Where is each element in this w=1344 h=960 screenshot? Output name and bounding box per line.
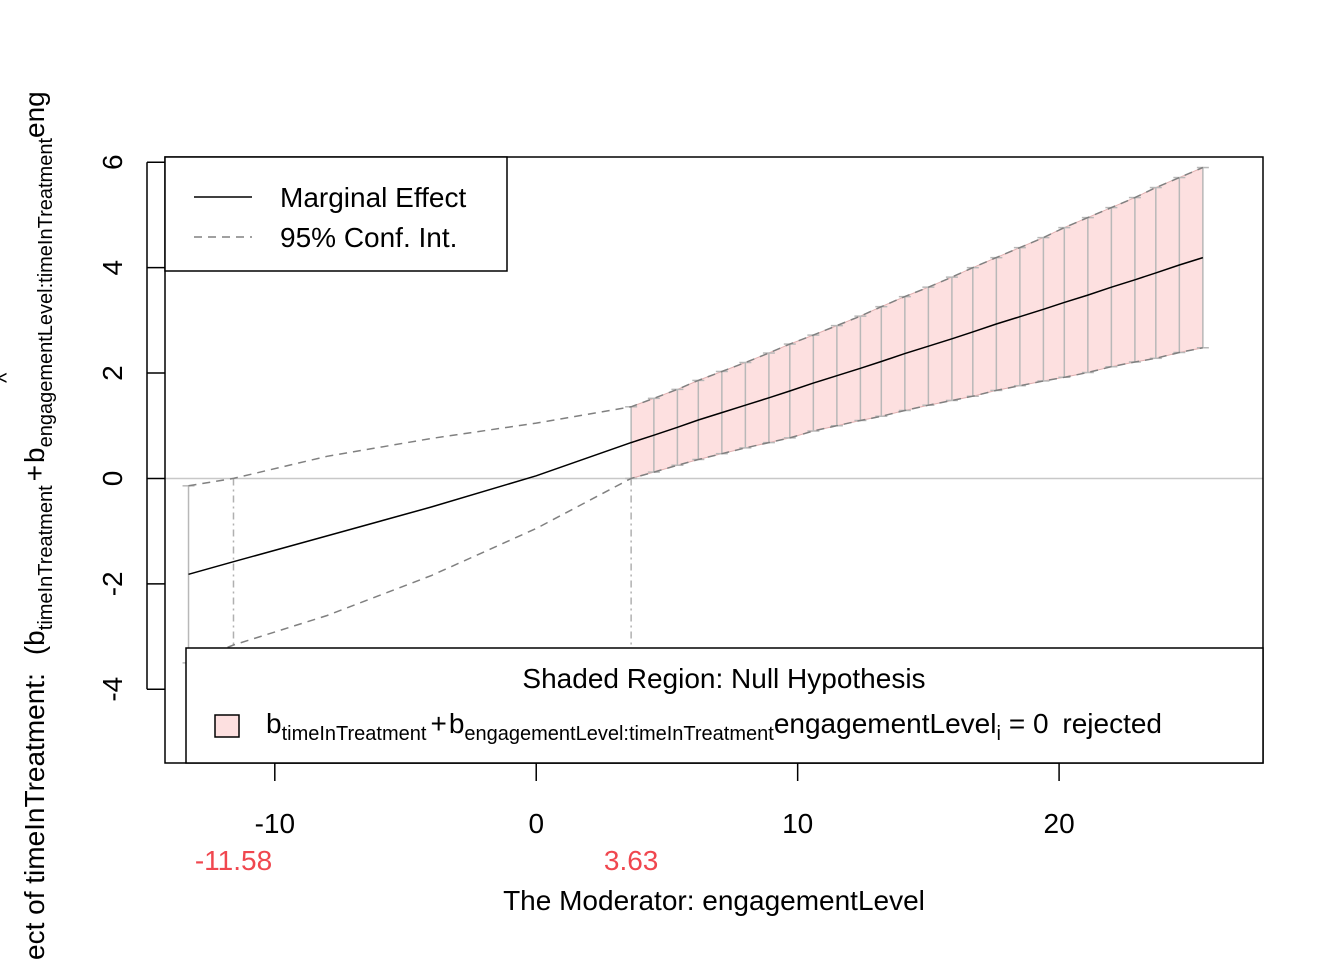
y-axis-label-hat: ^ — [0, 372, 19, 383]
y-tick-label: -2 — [97, 571, 128, 596]
formula-term: engagementLevel — [774, 708, 997, 739]
formula-b1: b — [266, 708, 282, 739]
legend-entry-marginal-effect: Marginal Effect — [280, 182, 466, 213]
y-axis-label-plus: + — [19, 465, 50, 481]
formula-eq: = 0 — [1009, 708, 1049, 739]
y-axis-label-sub1: timeInTreatment — [35, 485, 57, 630]
crossover-labels: -11.58 3.63 — [195, 845, 659, 876]
formula-sub3: i — [996, 723, 1000, 745]
y-axis-label-b2: b — [19, 447, 50, 463]
formula-plus: + — [430, 708, 446, 739]
x-axis-label: The Moderator: engagementLevel — [503, 885, 925, 916]
y-tick-label: 2 — [97, 365, 128, 381]
data-marks — [182, 166, 1209, 763]
y-axis-label-tail: eng — [19, 91, 50, 138]
y-axis-label-main: ect of timeInTreatment: — [19, 673, 50, 960]
shaded-rejection-region — [630, 166, 1204, 480]
x-tick-label: -10 — [255, 808, 295, 839]
x-tick-label: 10 — [782, 808, 813, 839]
formula-tail: rejected — [1055, 708, 1162, 739]
y-axis-label: ect of timeInTreatment:(btimeInTreatment… — [19, 91, 57, 960]
formula-sub2: engagementLevel:timeInTreatment — [464, 723, 774, 745]
y-tick-label: 4 — [97, 260, 128, 276]
crossover-label-1: -11.58 — [195, 845, 272, 876]
legend-shade-swatch — [214, 714, 240, 738]
legend-bottom-formula: btimeInTreatment +bengagementLevel:timeIn… — [266, 708, 1162, 745]
y-axis-label-sub2: engagementLevel:timeInTreatment — [35, 138, 57, 448]
ci-upper-line — [188, 166, 1204, 487]
y-axis-label-open: ( — [19, 645, 50, 655]
legend-bottom: Shaded Region: Null Hypothesis btimeInTr… — [185, 647, 1264, 764]
y-tick-label: 6 — [97, 154, 128, 170]
y-axis-label-b: b — [19, 630, 50, 646]
legend-bottom-title: Shaded Region: Null Hypothesis — [522, 663, 925, 694]
x-axis: -10 0 10 20 — [255, 762, 1075, 839]
y-tick-label: 0 — [97, 471, 128, 487]
x-tick-label: 20 — [1044, 808, 1075, 839]
y-axis: -4 -2 0 2 4 6 — [97, 154, 165, 702]
legend-top: Marginal Effect 95% Conf. Int. — [164, 156, 508, 272]
crossover-label-2: 3.63 — [604, 845, 659, 876]
legend-top-box — [164, 156, 508, 272]
legend-entry-conf-int: 95% Conf. Int. — [280, 222, 457, 253]
formula-b2: b — [449, 708, 465, 739]
x-tick-label: 0 — [528, 808, 544, 839]
marginal-effect-line — [188, 256, 1204, 576]
y-tick-label: -4 — [97, 677, 128, 702]
ci-lower-line — [188, 347, 1204, 664]
legend-bottom-box — [185, 647, 1264, 764]
formula-sub1: timeInTreatment — [282, 723, 427, 745]
